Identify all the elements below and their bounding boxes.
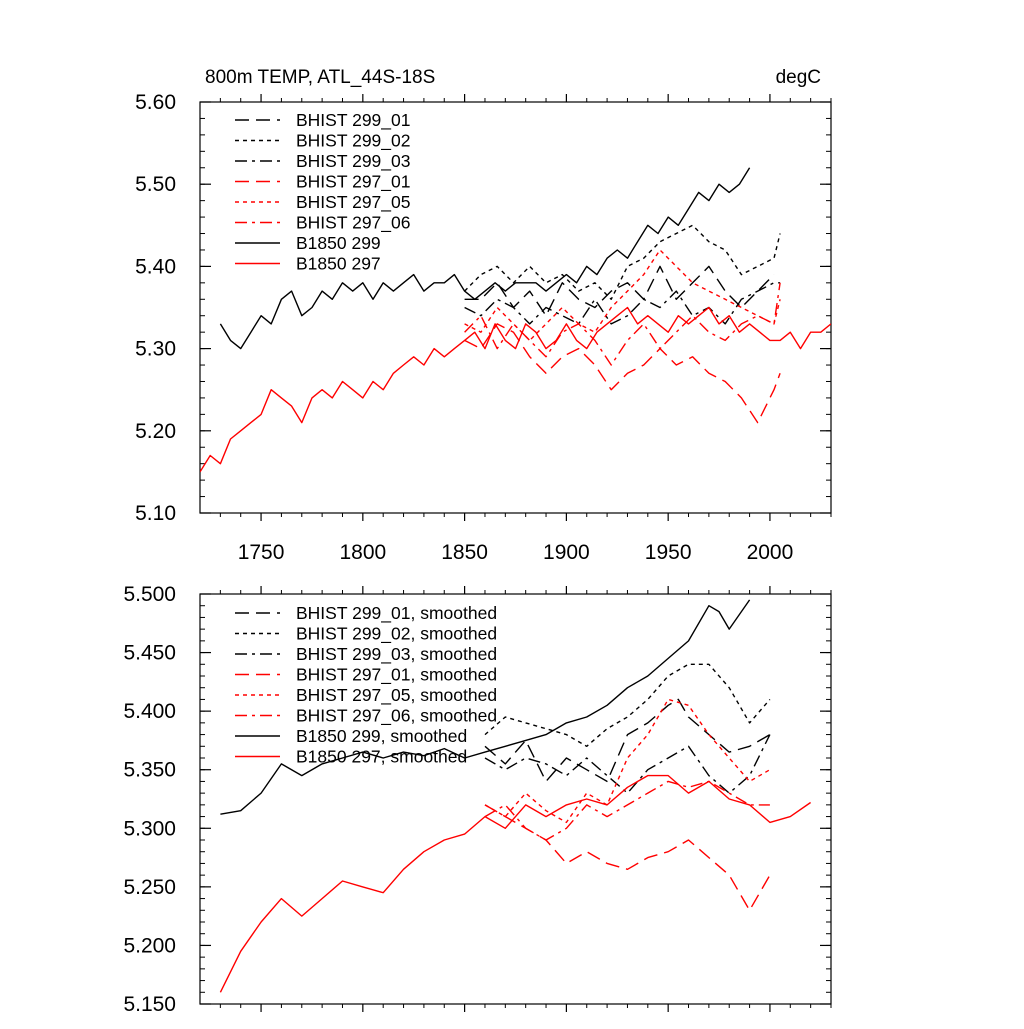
bottom-y-tick-label: 5.500 (123, 583, 176, 606)
top-series-group (200, 167, 831, 473)
bottom-legend-label: BHIST 297_05, smoothed (296, 685, 497, 706)
bottom-legend-label: B1850 299, smoothed (296, 726, 467, 746)
bottom-legend-label: BHIST 299_03, smoothed (296, 644, 497, 665)
top-x-tick-label: 1850 (441, 541, 488, 564)
top-legend-label: B1850 297 (296, 254, 381, 274)
bottom-series-line-3 (484, 734, 771, 794)
top-x-tick-label: 1800 (339, 541, 386, 564)
bottom-legend-label: B1850 297, smoothed (296, 747, 467, 767)
bottom-series-line-7 (220, 599, 751, 815)
bottom-y-tick-label: 5.250 (123, 876, 176, 899)
bottom-y-tick-label: 5.450 (123, 642, 176, 665)
top-series-line-6 (464, 282, 781, 366)
top-legend-label: B1850 299 (296, 233, 381, 253)
bottom-plot-area: 5.150 5.200 5.250 5.300 5.350 5.400 5.450 5.500… (123, 583, 832, 1016)
bottom-series-line-4 (484, 804, 771, 911)
bottom-series-line-6 (484, 780, 770, 841)
bottom-plot-frame (199, 593, 832, 1005)
bottom-series-group (219, 599, 811, 993)
bottom-y-tick-label: 5.350 (123, 759, 176, 782)
bottom-series-line-1 (484, 698, 771, 783)
top-x-tick-label: 1900 (543, 541, 590, 564)
top-plot-frame (199, 101, 832, 514)
top-chart-units: degC (776, 67, 821, 88)
bottom-legend-label: BHIST 299_01, smoothed (296, 603, 497, 624)
top-series-line-3 (464, 282, 781, 325)
top-x-tick-label: 1750 (238, 541, 285, 564)
top-legend-label: BHIST 299_03 (296, 151, 410, 172)
top-y-tick-label: 5.40 (135, 255, 176, 278)
top-x-tick-label: 1950 (645, 541, 692, 564)
top-legend-label: BHIST 297_01 (296, 172, 410, 193)
bottom-series-line-5 (484, 698, 771, 824)
top-plot-area: 5.10 5.20 5.30 5.40 5.50 5.60 1750 1800 1850 1900… (135, 91, 832, 564)
bottom-legend-label: BHIST 297_06, smoothed (296, 706, 497, 727)
top-series-line-7 (219, 167, 751, 350)
top-legend-label: BHIST 299_01 (296, 110, 410, 131)
top-y-tick-label: 5.60 (135, 91, 176, 114)
top-series-line-1 (464, 265, 775, 317)
bottom-legend-label: BHIST 299_02, smoothed (296, 624, 497, 645)
top-y-tick-label: 5.10 (135, 502, 176, 525)
top-y-tick-label: 5.50 (135, 173, 176, 196)
bottom-y-tick-label: 5.150 (123, 993, 176, 1016)
top-y-tick-label: 5.20 (135, 420, 176, 443)
top-series-line-5 (464, 249, 781, 342)
top-y-tick-label: 5.30 (135, 338, 176, 361)
top-legend-label: BHIST 297_06 (296, 213, 410, 234)
bottom-legend-label: BHIST 297_01, smoothed (296, 665, 497, 686)
bottom-y-tick-label: 5.400 (123, 700, 176, 723)
bottom-series-line-8 (219, 774, 811, 993)
top-legend-label: BHIST 299_02 (296, 131, 410, 152)
top-series-line-4 (464, 323, 781, 424)
top-legend-label: BHIST 297_05 (296, 192, 410, 213)
bottom-y-tick-label: 5.200 (123, 934, 176, 957)
top-series-line-2 (464, 224, 781, 300)
top-x-tick-label: 2000 (747, 541, 794, 564)
bottom-y-tick-label: 5.300 (123, 817, 176, 840)
top-chart-title: 800m TEMP, ATL_44S-18S (205, 67, 435, 88)
top-series-line-8 (200, 306, 831, 473)
